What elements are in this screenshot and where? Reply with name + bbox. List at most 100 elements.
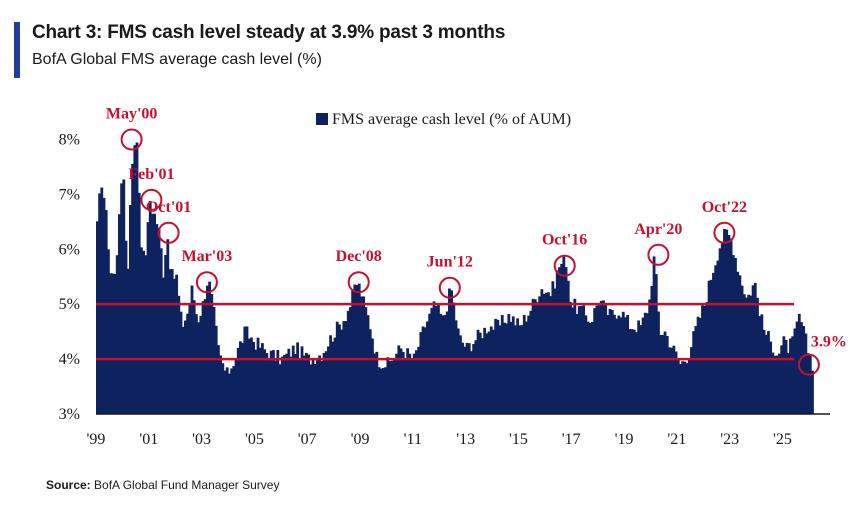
axes-group: 3% 4% 5% 6% 7% 8% '99 '01 '03 '05 '07 '09 '11 '13 '15 '… — [59, 131, 830, 448]
bar — [782, 336, 786, 414]
bar — [221, 363, 225, 414]
annotation-circle — [797, 353, 820, 376]
bar — [118, 214, 121, 414]
bar — [96, 221, 99, 414]
bar — [247, 338, 251, 414]
bar — [709, 279, 713, 414]
x-tick-label: '19 — [615, 431, 634, 448]
annotation-circle — [195, 271, 218, 294]
bar — [421, 326, 425, 414]
bar — [104, 210, 108, 414]
bar — [346, 310, 350, 414]
bar — [184, 320, 187, 414]
bar — [544, 292, 548, 414]
bar — [498, 325, 502, 414]
bar — [606, 315, 610, 414]
bar — [478, 332, 482, 414]
bar — [736, 271, 740, 414]
bar — [166, 239, 170, 414]
bar — [219, 355, 223, 414]
bar — [716, 260, 720, 414]
bar — [586, 321, 590, 414]
annotation-label: Feb'01 — [128, 166, 174, 183]
bar — [481, 338, 484, 414]
chart-title: Chart 3: FMS cash level steady at 3.9% p… — [32, 22, 506, 43]
bar — [529, 310, 533, 414]
bar — [318, 355, 322, 414]
annotation-circle — [647, 243, 670, 266]
bar — [122, 179, 126, 414]
annotation-circle — [140, 188, 163, 211]
bar — [162, 277, 165, 414]
annotation-label: Jun'12 — [427, 254, 473, 271]
bar — [360, 296, 363, 414]
bar — [305, 352, 308, 414]
bar — [109, 273, 112, 414]
bar — [157, 227, 161, 414]
bar — [393, 359, 396, 414]
annotation-label: Oct'22 — [702, 199, 747, 216]
bar — [107, 249, 110, 414]
bar — [654, 274, 658, 414]
x-tick-label: '25 — [773, 431, 792, 448]
bar — [170, 269, 174, 414]
bar — [485, 333, 489, 414]
x-tick-label: '21 — [667, 431, 686, 448]
bar — [720, 243, 724, 414]
bar — [668, 347, 671, 414]
bar — [397, 345, 401, 414]
bar — [329, 335, 333, 414]
source-label: Source: — [46, 478, 91, 492]
bar — [615, 318, 619, 414]
bar — [100, 187, 104, 414]
bar — [795, 321, 799, 414]
bar — [366, 315, 370, 414]
annotation-circle — [157, 221, 180, 244]
bar — [113, 273, 117, 414]
bar — [140, 247, 143, 414]
bar — [115, 255, 119, 414]
y-tick-label: 7% — [59, 186, 80, 203]
bar — [566, 280, 570, 414]
bar — [483, 327, 487, 414]
bar — [511, 316, 515, 414]
chart-subtitle: BofA Global FMS average cash level (%) — [32, 51, 322, 68]
bar — [283, 354, 286, 414]
bar — [542, 293, 546, 414]
bar — [764, 334, 768, 414]
bar — [621, 311, 625, 414]
title-accent-bar — [14, 22, 20, 78]
bar — [401, 351, 405, 414]
bar — [415, 350, 418, 414]
bar — [298, 358, 302, 414]
bar — [767, 331, 770, 414]
bar — [665, 335, 669, 414]
bar — [441, 315, 445, 414]
bar — [758, 316, 762, 414]
bar — [210, 293, 214, 414]
bar — [353, 284, 357, 414]
bar — [619, 317, 623, 414]
bar — [753, 282, 757, 414]
bar — [129, 205, 132, 414]
bar — [410, 358, 414, 414]
bar — [749, 295, 753, 414]
bar — [234, 358, 238, 414]
bar — [784, 339, 788, 414]
bar — [155, 224, 159, 414]
bar — [756, 297, 759, 414]
annotation-label: Oct'01 — [146, 199, 191, 216]
bar — [199, 315, 203, 414]
bar — [208, 281, 212, 414]
bar — [377, 367, 381, 414]
bar — [432, 301, 436, 414]
x-tick-label: '09 — [351, 431, 370, 448]
bar — [126, 268, 130, 414]
bar — [335, 321, 339, 414]
bar — [313, 364, 317, 414]
bar — [800, 322, 803, 414]
bar — [261, 343, 264, 414]
bar — [562, 256, 566, 414]
annotation-circle — [553, 254, 576, 277]
